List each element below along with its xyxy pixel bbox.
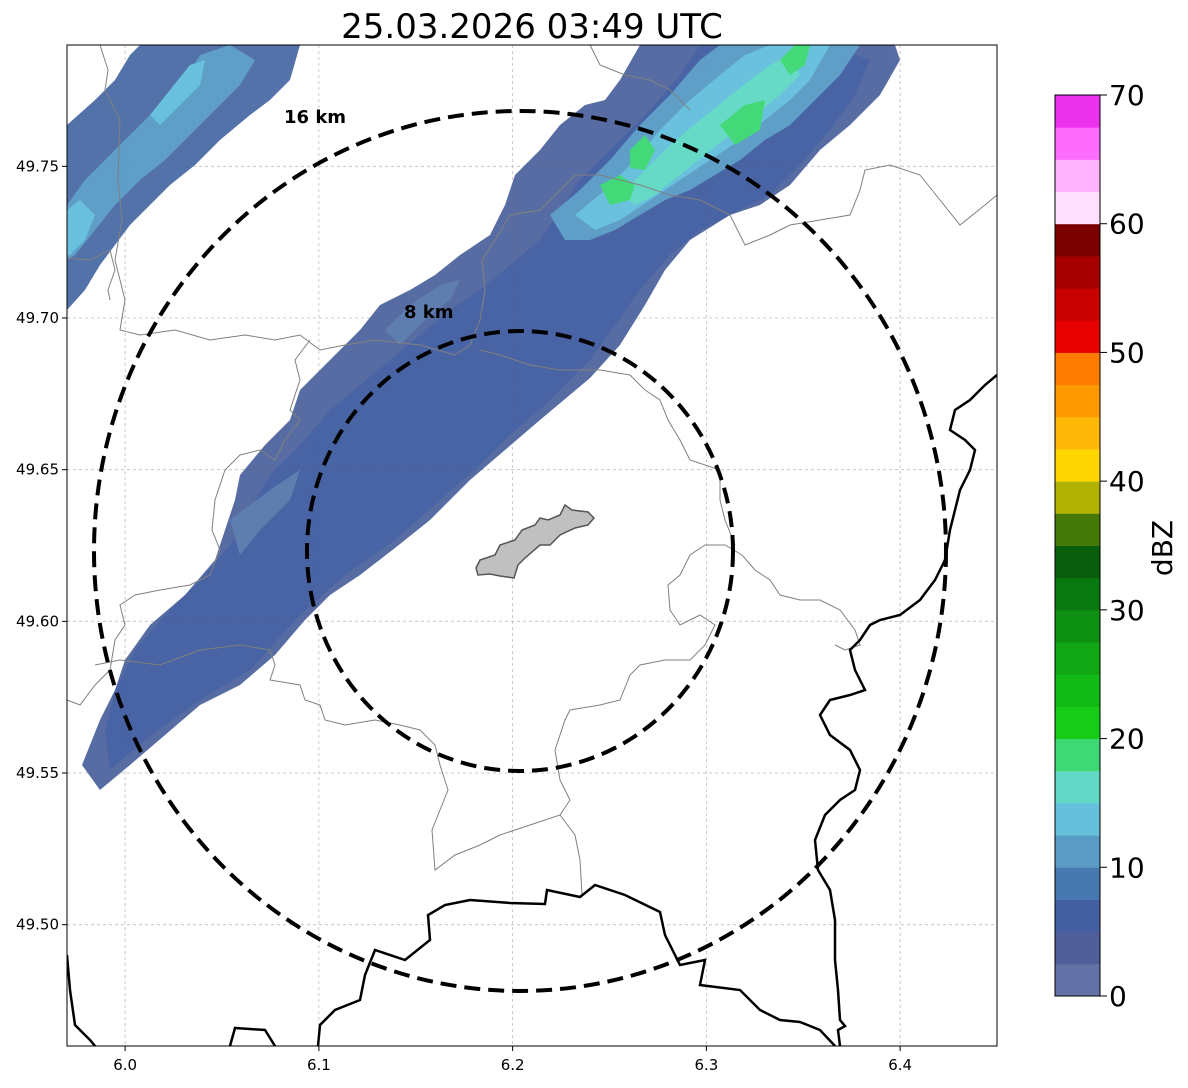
colorbar-swatch <box>1055 609 1100 643</box>
colorbar-swatch <box>1055 963 1100 997</box>
rain-band-core <box>105 45 870 770</box>
colorbar-swatch <box>1055 770 1100 804</box>
colorbar-label: dBZ <box>1146 520 1179 576</box>
rain-cell-northeast-teal <box>620 55 800 205</box>
admin-line <box>589 45 691 111</box>
y-tick-label: 49.55 <box>16 764 59 782</box>
border-line <box>67 954 96 1046</box>
x-tick-label: 6.1 <box>307 1056 331 1074</box>
colorbar-tick-label: 30 <box>1109 594 1145 627</box>
colorbar-swatch <box>1055 255 1100 289</box>
colorbar-swatch <box>1055 899 1100 933</box>
colorbar-swatch <box>1055 931 1100 965</box>
colorbar-swatch <box>1055 674 1100 707</box>
colorbar-swatch <box>1055 738 1100 772</box>
colorbar-swatch <box>1055 352 1100 386</box>
border-line <box>316 883 836 1046</box>
colorbar-swatch <box>1055 320 1100 353</box>
rain-band-northwest <box>67 45 300 310</box>
colorbar-tick-label: 50 <box>1109 336 1145 369</box>
y-tick-label: 49.75 <box>16 157 59 175</box>
range-ring-8km <box>305 329 735 773</box>
admin-line <box>559 814 583 896</box>
colorbar-swatch <box>1055 577 1100 611</box>
colorbar-swatch <box>1055 448 1100 482</box>
rain-band-light-lower <box>230 470 300 555</box>
admin-line <box>94 544 861 871</box>
colorbar-tick-label: 20 <box>1109 723 1145 756</box>
x-tick-label: 6.2 <box>501 1056 525 1074</box>
colorbar-swatch <box>1055 223 1100 257</box>
colorbar-swatch <box>1055 159 1100 193</box>
colorbar-tick-label: 60 <box>1109 208 1145 241</box>
colorbar-frame <box>1054 94 1101 997</box>
admin-line <box>479 349 736 546</box>
rain-cell-green-4 <box>780 45 810 75</box>
colorbar-swatch <box>1055 416 1100 450</box>
rain-cell-green-1 <box>600 175 635 205</box>
colorbar-swatches <box>1055 95 1100 997</box>
colorbar: 0 10 20 30 40 50 60 70 dBZ <box>1054 79 1179 1013</box>
x-tick-label: 6.4 <box>888 1056 912 1074</box>
rain-cell-northwest-light <box>67 45 255 260</box>
colorbar-tick-label: 70 <box>1109 79 1145 112</box>
map-frame <box>66 44 998 1047</box>
colorbar-swatch <box>1055 802 1100 836</box>
rain-cell-green-2 <box>630 135 655 170</box>
range-ring-16km <box>92 109 948 993</box>
colorbar-ticks: 0 10 20 30 40 50 60 70 <box>1100 79 1145 1013</box>
colorbar-swatch <box>1055 706 1100 740</box>
map-area: 8 km 16 km 6.0 6.1 6.2 6.3 6.4 49.5049.5549.… <box>16 44 998 1074</box>
range-ring-label-8km: 8 km <box>404 302 454 323</box>
admin-line <box>67 339 311 706</box>
colorbar-swatch <box>1055 127 1100 160</box>
city-outline <box>475 503 596 579</box>
colorbar-tick-label: 0 <box>1109 980 1127 1013</box>
border-line <box>813 374 997 1046</box>
colorbar-swatch <box>1055 642 1100 675</box>
x-tick-label: 6.0 <box>113 1056 137 1074</box>
colorbar-swatch <box>1055 288 1100 321</box>
national-borders <box>67 374 997 1046</box>
colorbar-swatch <box>1055 191 1100 225</box>
range-rings <box>92 109 948 993</box>
colorbar-swatch <box>1055 513 1100 546</box>
precipitation-echoes <box>67 45 900 790</box>
y-tick-label: 49.65 <box>16 461 59 479</box>
x-tick-label: 6.3 <box>694 1056 718 1074</box>
y-axis: 49.50 49.55 49.60 49.65 49.70 49.75 <box>16 157 67 934</box>
administrative-boundaries <box>67 45 997 896</box>
y-tick-label: 49.70 <box>16 309 59 327</box>
map-title: 25.03.2026 03:49 UTC <box>341 7 723 47</box>
admin-line <box>67 249 116 301</box>
colorbar-swatch <box>1055 384 1100 418</box>
colorbar-swatch <box>1055 481 1100 514</box>
rain-cell-northwest-edge <box>67 200 95 255</box>
colorbar-tick-label: 40 <box>1109 465 1145 498</box>
border-line <box>228 1026 277 1046</box>
colorbar-swatch <box>1055 545 1100 579</box>
colorbar-tick-label: 10 <box>1109 851 1145 884</box>
y-tick-label: 49.60 <box>16 612 59 630</box>
rain-cell-northwest-cyan <box>150 60 205 125</box>
y-tick-label: 49.50 <box>16 916 59 934</box>
colorbar-swatch <box>1055 95 1100 128</box>
admin-line <box>99 45 997 356</box>
rain-band-light-mid <box>385 280 460 345</box>
range-ring-label-16km: 16 km <box>284 107 346 128</box>
colorbar-swatch <box>1055 867 1100 900</box>
rain-cell-green-3 <box>720 100 765 145</box>
colorbar-swatch <box>1055 835 1100 868</box>
x-axis: 6.0 6.1 6.2 6.3 6.4 <box>113 1046 912 1074</box>
